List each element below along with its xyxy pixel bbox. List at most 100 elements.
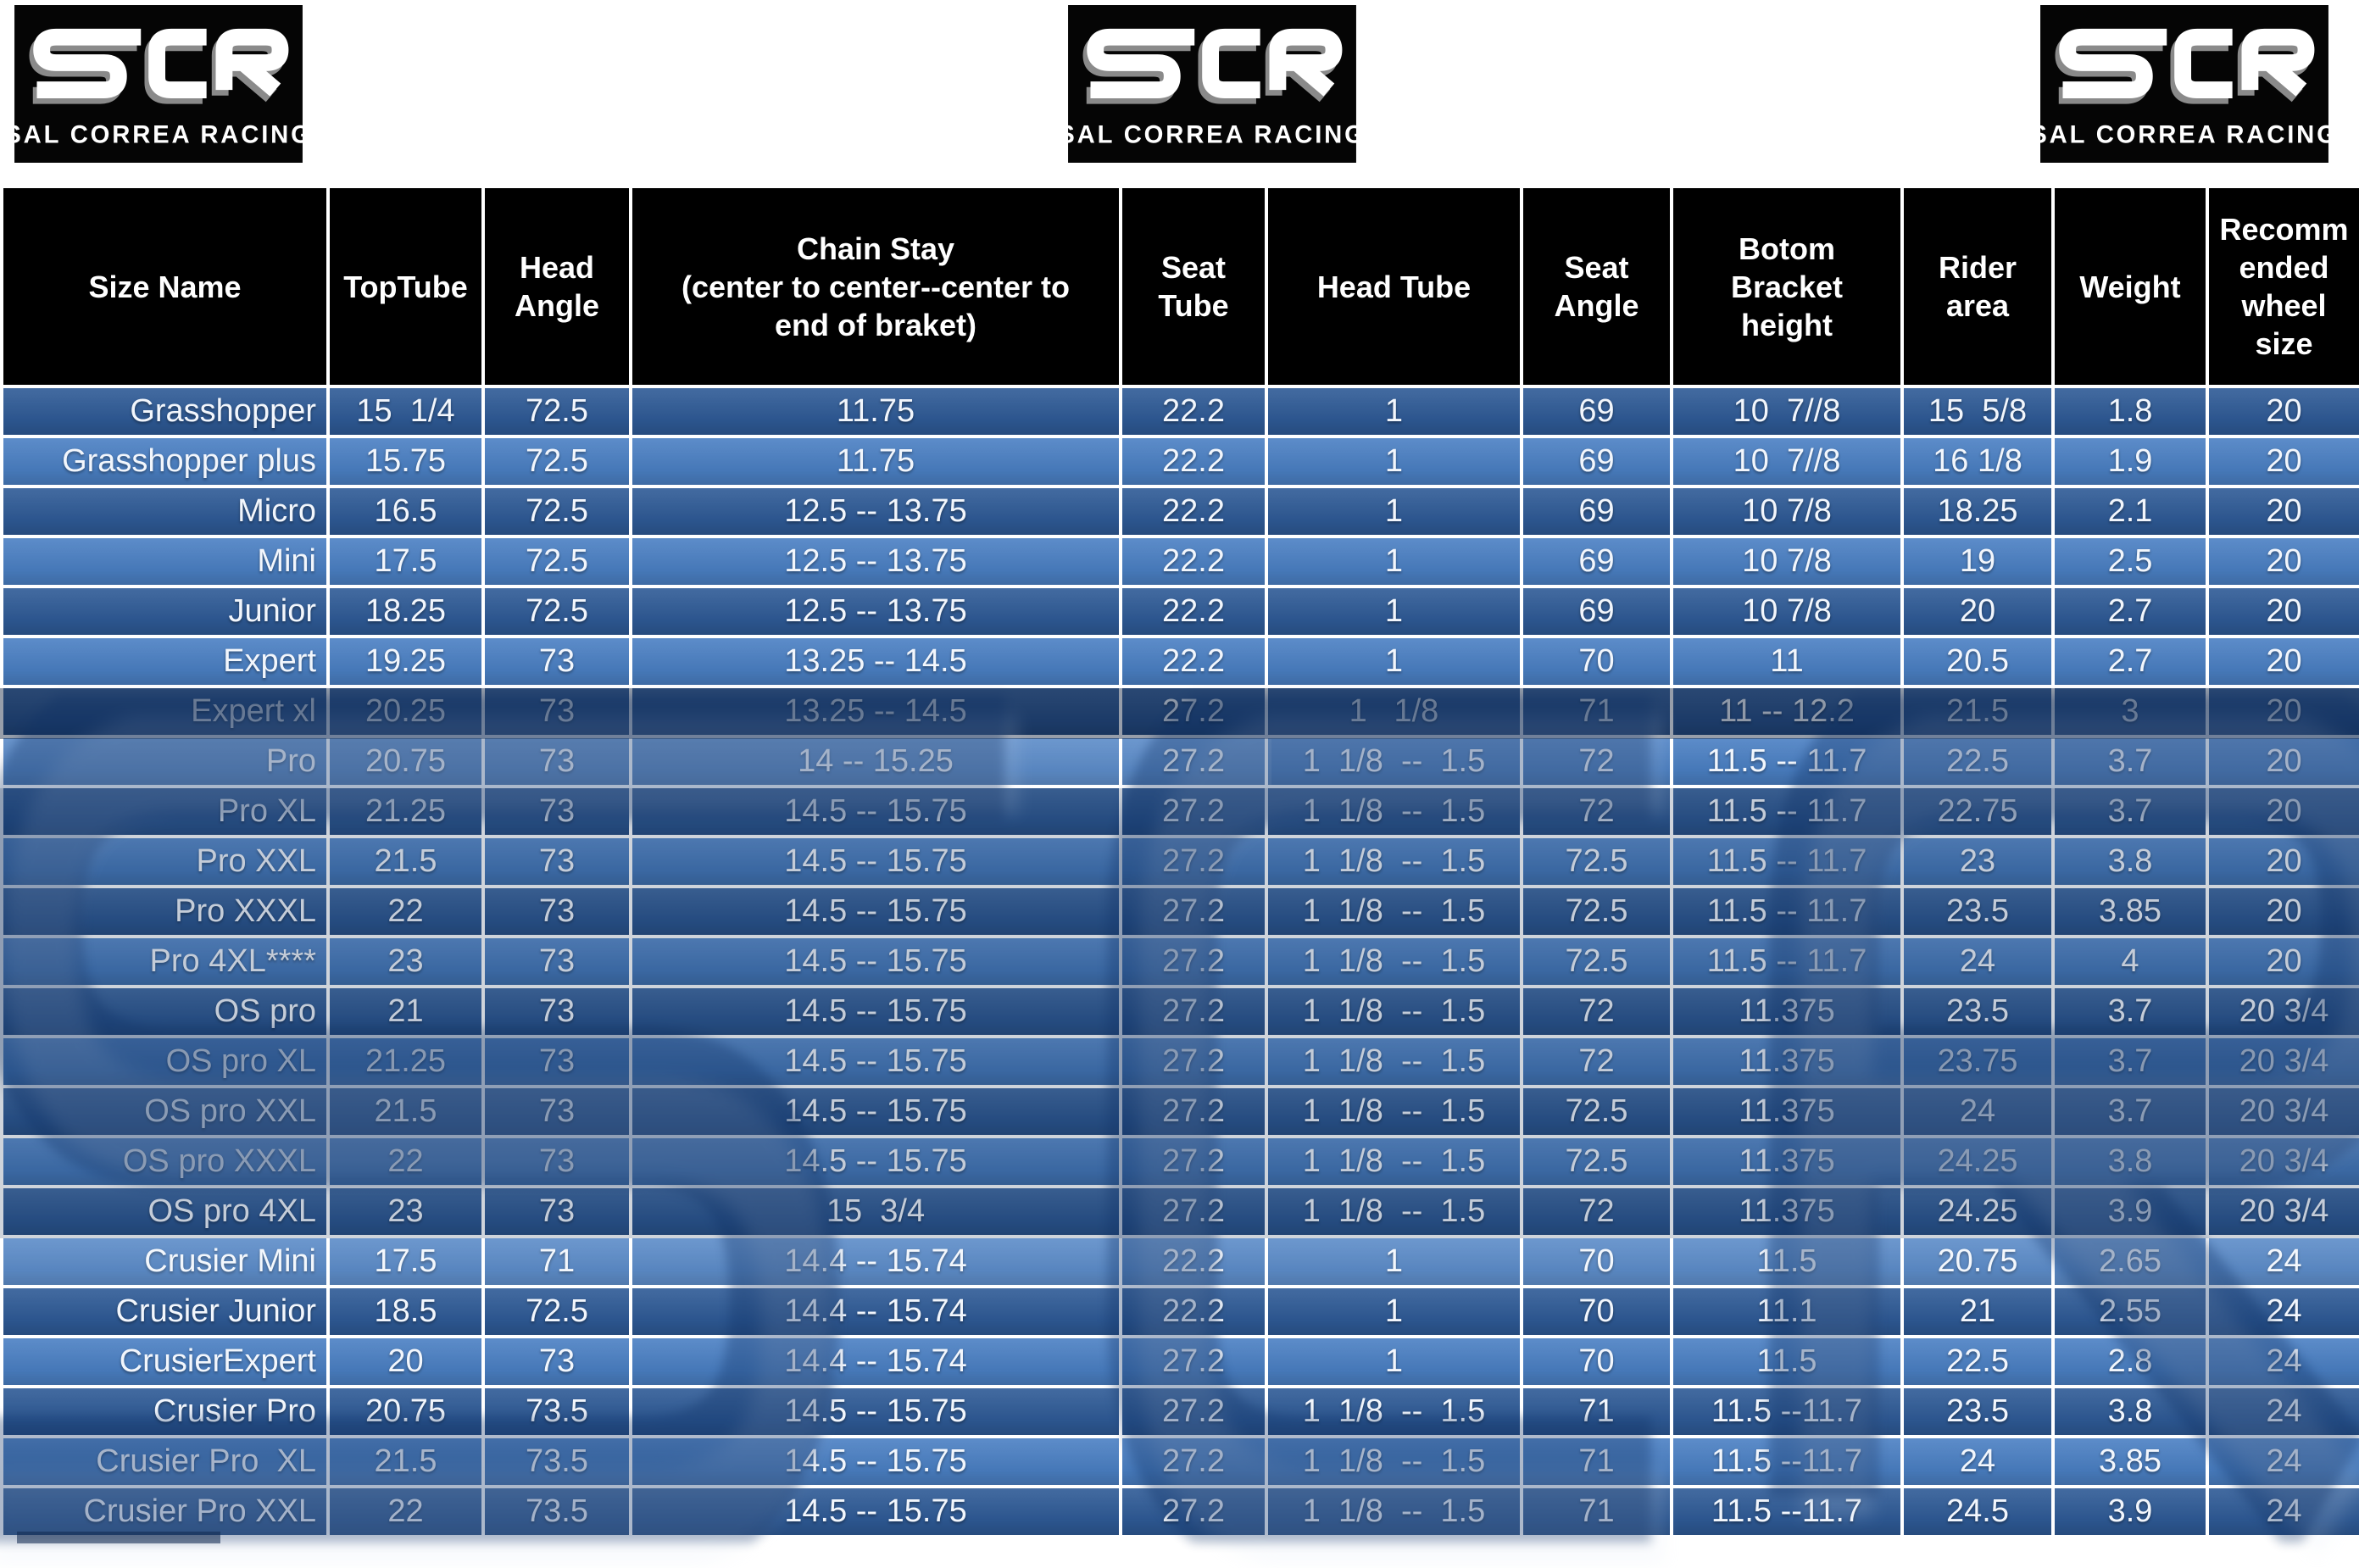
scr-logo-graphic: SAL CORREA RACING <box>1068 5 1356 163</box>
value-cell: 1 1/8 -- 1.5 <box>1265 885 1523 938</box>
value-cell: 17.5 <box>326 1235 485 1288</box>
size-name-cell: Junior <box>0 585 330 638</box>
column-header-0: Size Name <box>0 185 330 388</box>
value-cell: 1 <box>1265 1335 1523 1388</box>
value-cell: 27.2 <box>1119 735 1268 788</box>
column-header-6: Seat Angle <box>1520 185 1673 388</box>
value-cell: 22.2 <box>1119 1285 1268 1338</box>
value-cell: 3.85 <box>2051 885 2209 938</box>
value-cell: 22 <box>326 1485 485 1538</box>
scr-logo-graphic: SAL CORREA RACING <box>14 5 303 163</box>
value-cell: 27.2 <box>1119 1335 1268 1388</box>
value-cell: 10 7/8 <box>1670 535 1904 588</box>
value-cell: 2.65 <box>2051 1235 2209 1288</box>
value-cell: 24 <box>1900 935 2055 988</box>
value-cell: 21 <box>1900 1285 2055 1338</box>
value-cell: 20 <box>2206 535 2359 588</box>
value-cell: 20.75 <box>326 735 485 788</box>
size-name-cell: Mini <box>0 535 330 588</box>
value-cell: 3.7 <box>2051 1035 2209 1088</box>
value-cell: 3.8 <box>2051 835 2209 888</box>
value-cell: 69 <box>1520 485 1673 538</box>
value-cell: 21.25 <box>326 1035 485 1088</box>
table-row: OS pro XXXL 22 73 14.5 -- 15.75 27.2 1 1/8 --… <box>0 1135 2359 1188</box>
value-cell: 3.7 <box>2051 1085 2209 1138</box>
value-cell: 22 <box>326 1135 485 1188</box>
value-cell: 24 <box>2206 1485 2359 1538</box>
table-row: Expert 19.25 73 13.25 -- 14.5 22.2 1 70 11 20.5 2… <box>0 635 2359 688</box>
value-cell: 24.5 <box>1900 1485 2055 1538</box>
value-cell: 73 <box>481 635 632 688</box>
value-cell: 11.375 <box>1670 985 1904 1038</box>
value-cell: 20 <box>2206 635 2359 688</box>
value-cell: 20 <box>2206 585 2359 638</box>
value-cell: 22.75 <box>1900 785 2055 838</box>
value-cell: 12.5 -- 13.75 <box>629 535 1122 588</box>
value-cell: 69 <box>1520 585 1673 638</box>
size-name-cell: Crusier Pro <box>0 1385 330 1438</box>
value-cell: 2.1 <box>2051 485 2209 538</box>
logo-subtext: SAL CORREA RACING <box>1068 121 1356 148</box>
value-cell: 73 <box>481 1035 632 1088</box>
value-cell: 1 1/8 <box>1265 685 1523 738</box>
table-row: OS pro XL 21.25 73 14.5 -- 15.75 27.2 1 1/8 -… <box>0 1035 2359 1088</box>
value-cell: 3 <box>2051 685 2209 738</box>
value-cell: 11.5 <box>1670 1335 1904 1388</box>
value-cell: 1 <box>1265 585 1523 638</box>
value-cell: 21.5 <box>326 1435 485 1488</box>
value-cell: 72 <box>1520 1185 1673 1238</box>
value-cell: 73 <box>481 1185 632 1238</box>
geometry-table: Size Name TopTube Head Angle Chain Stay (ce… <box>0 185 2359 1538</box>
value-cell: 24 <box>2206 1435 2359 1488</box>
value-cell: 20 <box>326 1335 485 1388</box>
value-cell: 3.9 <box>2051 1485 2209 1538</box>
value-cell: 24 <box>1900 1085 2055 1138</box>
table-row: Junior 18.25 72.5 12.5 -- 13.75 22.2 1 69 10 7/… <box>0 585 2359 638</box>
value-cell: 20 <box>2206 685 2359 738</box>
value-cell: 1.9 <box>2051 435 2209 488</box>
value-cell: 72 <box>1520 735 1673 788</box>
value-cell: 70 <box>1520 1335 1673 1388</box>
value-cell: 72.5 <box>481 385 632 438</box>
value-cell: 24.25 <box>1900 1135 2055 1188</box>
value-cell: 14.5 -- 15.75 <box>629 1135 1122 1188</box>
value-cell: 1 1/8 -- 1.5 <box>1265 1435 1523 1488</box>
table-body: Grasshopper 15 1/4 72.5 11.75 22.2 1 69 10 7//8… <box>0 385 2359 1538</box>
value-cell: 27.2 <box>1119 1385 1268 1438</box>
geometry-table-area: Size Name TopTube Head Angle Chain Stay (ce… <box>0 185 2359 1538</box>
logo-subtext: SAL CORREA RACING <box>14 121 303 148</box>
value-cell: 72 <box>1520 1035 1673 1088</box>
value-cell: 22.5 <box>1900 735 2055 788</box>
value-cell: 15 1/4 <box>326 385 485 438</box>
column-header-5: Head Tube <box>1265 185 1523 388</box>
value-cell: 3.8 <box>2051 1135 2209 1188</box>
value-cell: 22.2 <box>1119 635 1268 688</box>
value-cell: 23 <box>326 935 485 988</box>
column-header-9: Weight <box>2051 185 2209 388</box>
value-cell: 11.375 <box>1670 1035 1904 1088</box>
column-header-4: Seat Tube <box>1119 185 1268 388</box>
value-cell: 72.5 <box>481 1285 632 1338</box>
value-cell: 2.7 <box>2051 585 2209 638</box>
size-name-cell: Grasshopper plus <box>0 435 330 488</box>
value-cell: 72.5 <box>1520 935 1673 988</box>
value-cell: 27.2 <box>1119 985 1268 1038</box>
size-name-cell: Pro XL <box>0 785 330 838</box>
value-cell: 1 1/8 -- 1.5 <box>1265 835 1523 888</box>
value-cell: 14.5 -- 15.75 <box>629 785 1122 838</box>
value-cell: 11 -- 12.2 <box>1670 685 1904 738</box>
table-row: Mini 17.5 72.5 12.5 -- 13.75 22.2 1 69 10 7/8 19… <box>0 535 2359 588</box>
value-cell: 71 <box>1520 1485 1673 1538</box>
value-cell: 15 3/4 <box>629 1185 1122 1238</box>
column-header-3: Chain Stay (center to center--center to … <box>629 185 1122 388</box>
value-cell: 71 <box>1520 1385 1673 1438</box>
value-cell: 20 <box>2206 935 2359 988</box>
value-cell: 1.8 <box>2051 385 2209 438</box>
value-cell: 20 <box>2206 835 2359 888</box>
value-cell: 14.5 -- 15.75 <box>629 935 1122 988</box>
value-cell: 27.2 <box>1119 685 1268 738</box>
value-cell: 11.5 -- 11.7 <box>1670 835 1904 888</box>
table-row: CrusierExpert 20 73 14.4 -- 15.74 27.2 1 70 11.… <box>0 1335 2359 1388</box>
value-cell: 27.2 <box>1119 1135 1268 1188</box>
value-cell: 70 <box>1520 1235 1673 1288</box>
